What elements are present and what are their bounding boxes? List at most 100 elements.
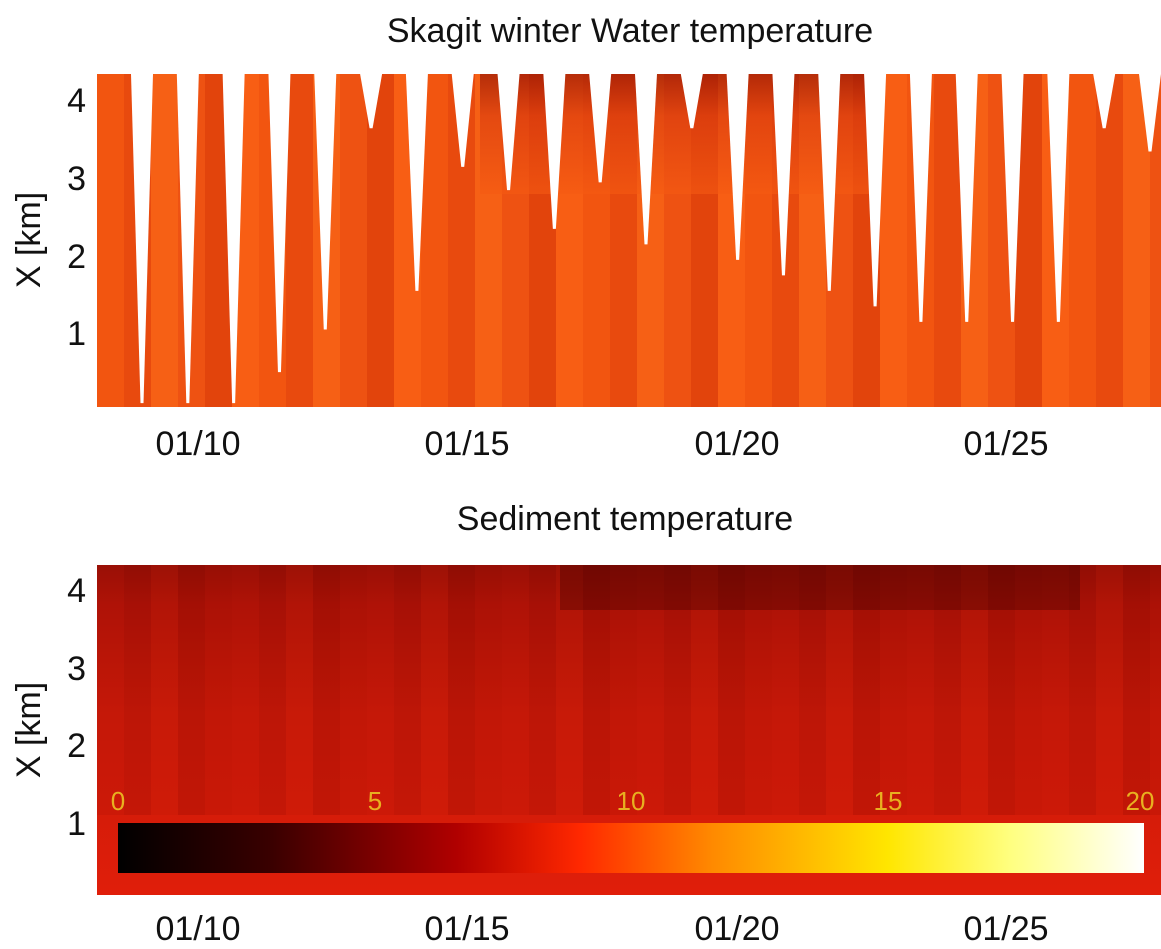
water-stripe: [340, 74, 367, 407]
dry-gap: [1047, 74, 1070, 322]
sediment-stripe: [556, 565, 583, 815]
sediment-stripe: [232, 565, 259, 815]
x-tick-label: 01/10: [155, 425, 240, 463]
sediment-stripe: [691, 565, 718, 815]
sediment-stripe: [529, 565, 556, 815]
sediment-stripe: [907, 565, 934, 815]
x-tick-label: 01/25: [963, 910, 1048, 948]
water-stripe: [1123, 74, 1150, 407]
x-tick-label: 01/10: [155, 910, 240, 948]
plot-area-2: [97, 565, 1161, 895]
dry-gap: [1139, 74, 1161, 152]
sediment-stripe: [178, 565, 205, 815]
dry-gap: [268, 74, 291, 373]
dry-gap: [864, 74, 887, 307]
sediment-stripe: [583, 565, 610, 815]
sediment-stripe: [1042, 565, 1069, 815]
water-stripe: [1069, 74, 1096, 407]
water-stripe: [421, 74, 448, 407]
sediment-dark-band: [560, 565, 1080, 610]
dry-gap: [360, 74, 383, 129]
sediment-stripe: [961, 565, 988, 815]
chart-title-1: Skagit winter Water temperature: [387, 12, 873, 50]
dry-gap: [635, 74, 657, 245]
y-axis-label-1: X [km]: [10, 192, 48, 288]
dry-gap: [131, 74, 153, 404]
dry-gap: [818, 74, 841, 291]
y-ticks-1: 1 2 3 4: [67, 82, 86, 353]
sediment-stripe: [1123, 565, 1150, 815]
dry-gap: [955, 74, 978, 322]
sediment-stripe: [286, 565, 313, 815]
y-tick-label: 4: [67, 82, 86, 120]
colorbar-tick-label: 0: [111, 786, 125, 816]
sediment-stripe: [799, 565, 826, 815]
water-stripe: [880, 74, 907, 407]
y-tick-label: 2: [67, 238, 86, 276]
y-tick-label: 2: [67, 727, 86, 765]
sediment-stripe: [934, 565, 961, 815]
x-tick-label: 01/25: [963, 425, 1048, 463]
dry-gap: [726, 74, 749, 260]
colorbar-ticks: 0 5 10 15 20: [111, 786, 1155, 816]
colorbar-tick-label: 15: [874, 786, 903, 816]
dry-gap: [680, 74, 703, 129]
plot-area-1: [97, 74, 1161, 407]
dry-gap: [314, 74, 337, 330]
colorbar-tick-label: 10: [617, 786, 646, 816]
y-axis-label-2: X [km]: [10, 682, 48, 778]
x-tick-label: 01/15: [424, 910, 509, 948]
dry-gap: [405, 74, 428, 291]
sediment-stripe: [367, 565, 394, 815]
sediment-stripe: [502, 565, 529, 815]
water-stripe: [934, 74, 961, 407]
x-ticks-2: 01/10 01/15 01/20 01/25: [155, 910, 1048, 948]
y-ticks-2: 1 2 3 4: [67, 572, 86, 843]
sediment-stripe: [1015, 565, 1042, 815]
dry-gap: [497, 74, 520, 191]
sediment-stripe: [772, 565, 799, 815]
colorbar-tick-label: 20: [1126, 786, 1155, 816]
water-stripe: [286, 74, 313, 407]
sediment-stripe: [745, 565, 772, 815]
dry-gap: [543, 74, 566, 229]
y-tick-label: 1: [67, 315, 86, 353]
sediment-stripe: [664, 565, 691, 815]
colorbar: [118, 823, 1144, 873]
sediment-stripe: [421, 565, 448, 815]
sediment-stripe: [1150, 565, 1161, 815]
x-tick-label: 01/20: [694, 910, 779, 948]
water-stripe: [1096, 74, 1123, 407]
y-tick-label: 3: [67, 160, 86, 198]
sediment-stripe: [259, 565, 286, 815]
water-stripe: [367, 74, 394, 407]
water-stripe: [151, 74, 178, 407]
y-tick-label: 1: [67, 805, 86, 843]
sediment-stripe: [340, 565, 367, 815]
x-tick-label: 01/20: [694, 425, 779, 463]
water-stripe: [1150, 74, 1161, 407]
sediment-stripe: [826, 565, 853, 815]
sediment-stripe: [1069, 565, 1096, 815]
sediment-stripe: [610, 565, 637, 815]
dry-gap: [451, 74, 474, 167]
sediment-stripe: [97, 565, 124, 815]
x-ticks-1: 01/10 01/15 01/20 01/25: [155, 425, 1048, 463]
sediment-stripe: [151, 565, 178, 815]
sediment-stripe: [637, 565, 664, 815]
chart-title-2: Sediment temperature: [457, 500, 793, 538]
sediment-stripe: [718, 565, 745, 815]
dry-gap: [1001, 74, 1024, 322]
water-stripe: [97, 74, 124, 407]
y-tick-label: 3: [67, 650, 86, 688]
sediment-stripe: [880, 565, 907, 815]
sediment-stripe: [313, 565, 340, 815]
y-tick-label: 4: [67, 572, 86, 610]
sediment-stripe: [205, 565, 232, 815]
sediment-stripe: [394, 565, 421, 815]
dry-gap: [1093, 74, 1116, 129]
sediment-stripe: [448, 565, 475, 815]
dry-gap: [176, 74, 199, 404]
dry-gap: [772, 74, 795, 276]
